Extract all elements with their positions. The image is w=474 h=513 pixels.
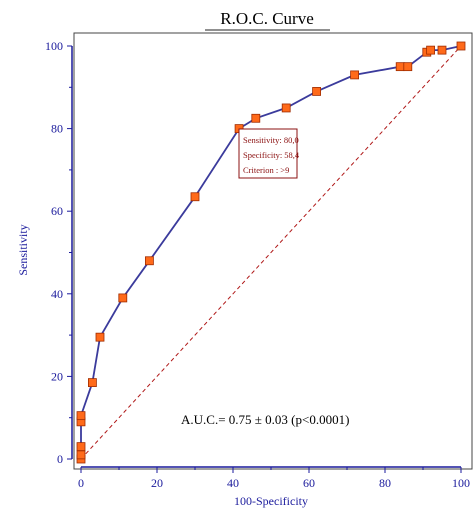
y-tick-label: 100 bbox=[45, 39, 63, 53]
roc-point bbox=[76, 411, 86, 421]
y-tick-label: 40 bbox=[51, 287, 63, 301]
chart-title: R.O.C. Curve bbox=[220, 9, 314, 28]
roc-point bbox=[251, 113, 261, 123]
criterion-annotation: Sensitivity: 80,0 Specificity: 58,4 Crit… bbox=[238, 128, 300, 179]
roc-point bbox=[88, 378, 97, 387]
roc-point bbox=[395, 62, 405, 72]
x-axis-ticks: 0 20 40 60 80 100 bbox=[78, 467, 470, 490]
x-tick-label: 40 bbox=[227, 476, 239, 490]
y-tick-label: 0 bbox=[57, 452, 63, 466]
roc-point bbox=[456, 41, 466, 51]
plot-frame bbox=[73, 32, 473, 470]
x-tick-label: 20 bbox=[151, 476, 163, 490]
roc-point bbox=[426, 45, 436, 55]
x-tick-label: 100 bbox=[452, 476, 470, 490]
roc-point bbox=[312, 87, 322, 96]
x-tick-label: 0 bbox=[78, 476, 84, 490]
roc-point bbox=[95, 332, 105, 342]
auc-label: A.U.C.= 0.75 ± 0.03 (p<0.0001) bbox=[181, 412, 349, 427]
roc-point bbox=[350, 70, 360, 80]
x-axis-label: 100-Specificity bbox=[234, 494, 308, 508]
roc-point bbox=[76, 442, 86, 452]
annotation-criterion: Criterion : >9 bbox=[243, 165, 289, 175]
roc-point bbox=[403, 62, 413, 72]
x-tick-label: 60 bbox=[303, 476, 315, 490]
annotation-sensitivity: Sensitivity: 80,0 bbox=[243, 135, 299, 145]
roc-markers bbox=[76, 41, 466, 464]
roc-point bbox=[190, 192, 200, 202]
y-tick-label: 80 bbox=[51, 122, 63, 136]
annotation-specificity: Specificity: 58,4 bbox=[243, 150, 300, 160]
x-tick-label: 80 bbox=[379, 476, 391, 490]
y-axis-ticks: 0 20 40 60 80 100 bbox=[45, 39, 72, 466]
roc-point bbox=[437, 45, 447, 55]
y-tick-label: 60 bbox=[51, 204, 63, 218]
y-axis-label: Sensitivity bbox=[16, 224, 30, 275]
y-tick-label: 20 bbox=[51, 369, 63, 383]
roc-point bbox=[144, 256, 154, 266]
reference-diagonal-line bbox=[80, 45, 462, 460]
annotation-box bbox=[238, 128, 298, 179]
roc-point bbox=[118, 293, 128, 303]
roc-point bbox=[76, 450, 86, 460]
roc-point bbox=[281, 103, 291, 113]
